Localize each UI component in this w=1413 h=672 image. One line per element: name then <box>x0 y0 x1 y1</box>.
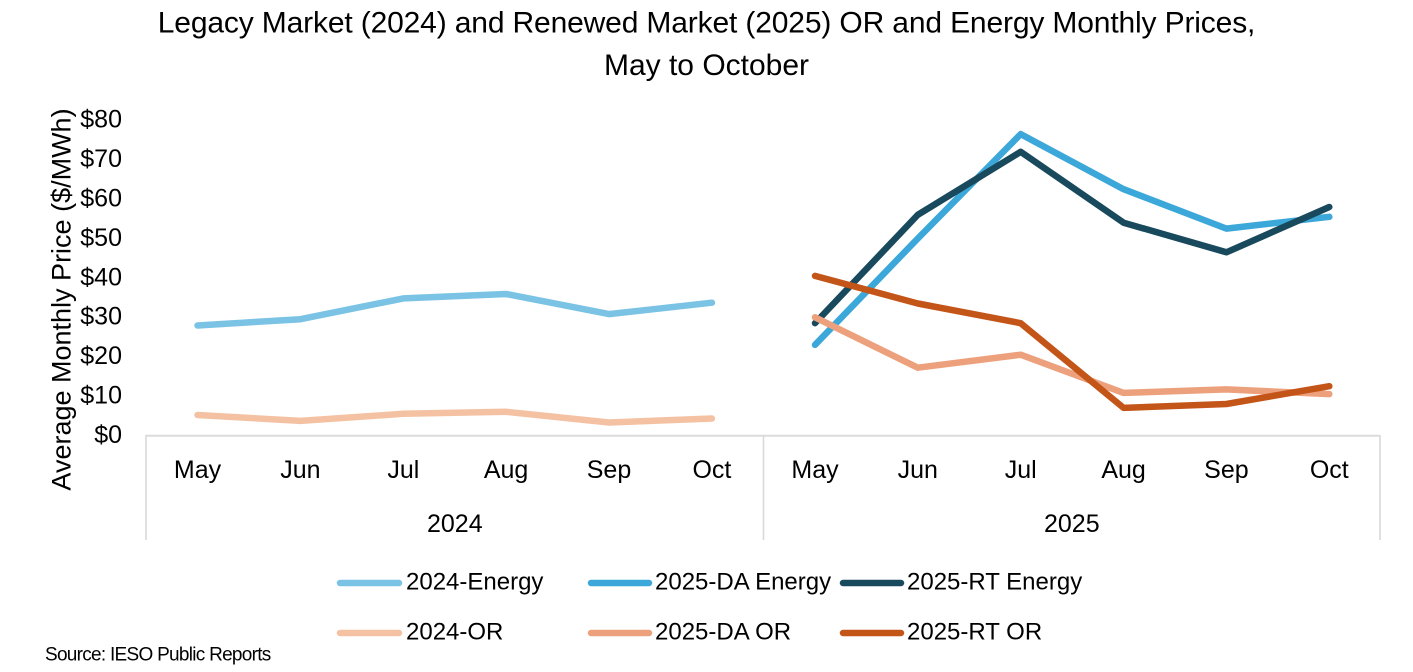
svg-text:$20: $20 <box>80 342 122 370</box>
svg-text:$80: $80 <box>80 106 122 134</box>
svg-text:$60: $60 <box>80 185 122 213</box>
svg-text:$0: $0 <box>94 421 122 449</box>
svg-text:May: May <box>174 456 222 484</box>
svg-text:$30: $30 <box>80 303 122 331</box>
svg-text:$10: $10 <box>80 382 122 410</box>
svg-text:Aug: Aug <box>1101 456 1145 484</box>
svg-text:Sep: Sep <box>1204 456 1248 484</box>
svg-text:Aug: Aug <box>484 456 528 484</box>
svg-text:2025-DA Energy: 2025-DA Energy <box>655 568 831 595</box>
svg-text:Jun: Jun <box>898 456 938 484</box>
svg-text:2024-OR: 2024-OR <box>406 619 503 646</box>
svg-text:Source: IESO Public Reports: Source: IESO Public Reports <box>45 645 271 666</box>
svg-text:Jul: Jul <box>1005 456 1037 484</box>
svg-text:2025: 2025 <box>1044 510 1100 538</box>
svg-text:2025-RT Energy: 2025-RT Energy <box>907 568 1082 595</box>
svg-text:May: May <box>791 456 839 484</box>
svg-text:Jul: Jul <box>387 456 419 484</box>
svg-text:$50: $50 <box>80 224 122 252</box>
svg-text:Average Monthly Price ($/MWh): Average Monthly Price ($/MWh) <box>47 108 77 490</box>
svg-text:2025-RT OR: 2025-RT OR <box>907 619 1042 646</box>
svg-text:2024: 2024 <box>427 510 483 538</box>
svg-text:2025-DA OR: 2025-DA OR <box>655 619 791 646</box>
svg-text:Jun: Jun <box>280 456 320 484</box>
svg-text:Oct: Oct <box>1310 456 1349 484</box>
svg-text:2024-Energy: 2024-Energy <box>406 568 543 595</box>
svg-text:May to October: May to October <box>604 49 809 82</box>
svg-text:$40: $40 <box>80 263 122 291</box>
svg-text:$70: $70 <box>80 145 122 173</box>
svg-text:Oct: Oct <box>692 456 731 484</box>
svg-text:Legacy Market (2024) and Renew: Legacy Market (2024) and Renewed Market … <box>158 7 1255 40</box>
svg-text:Sep: Sep <box>587 456 631 484</box>
